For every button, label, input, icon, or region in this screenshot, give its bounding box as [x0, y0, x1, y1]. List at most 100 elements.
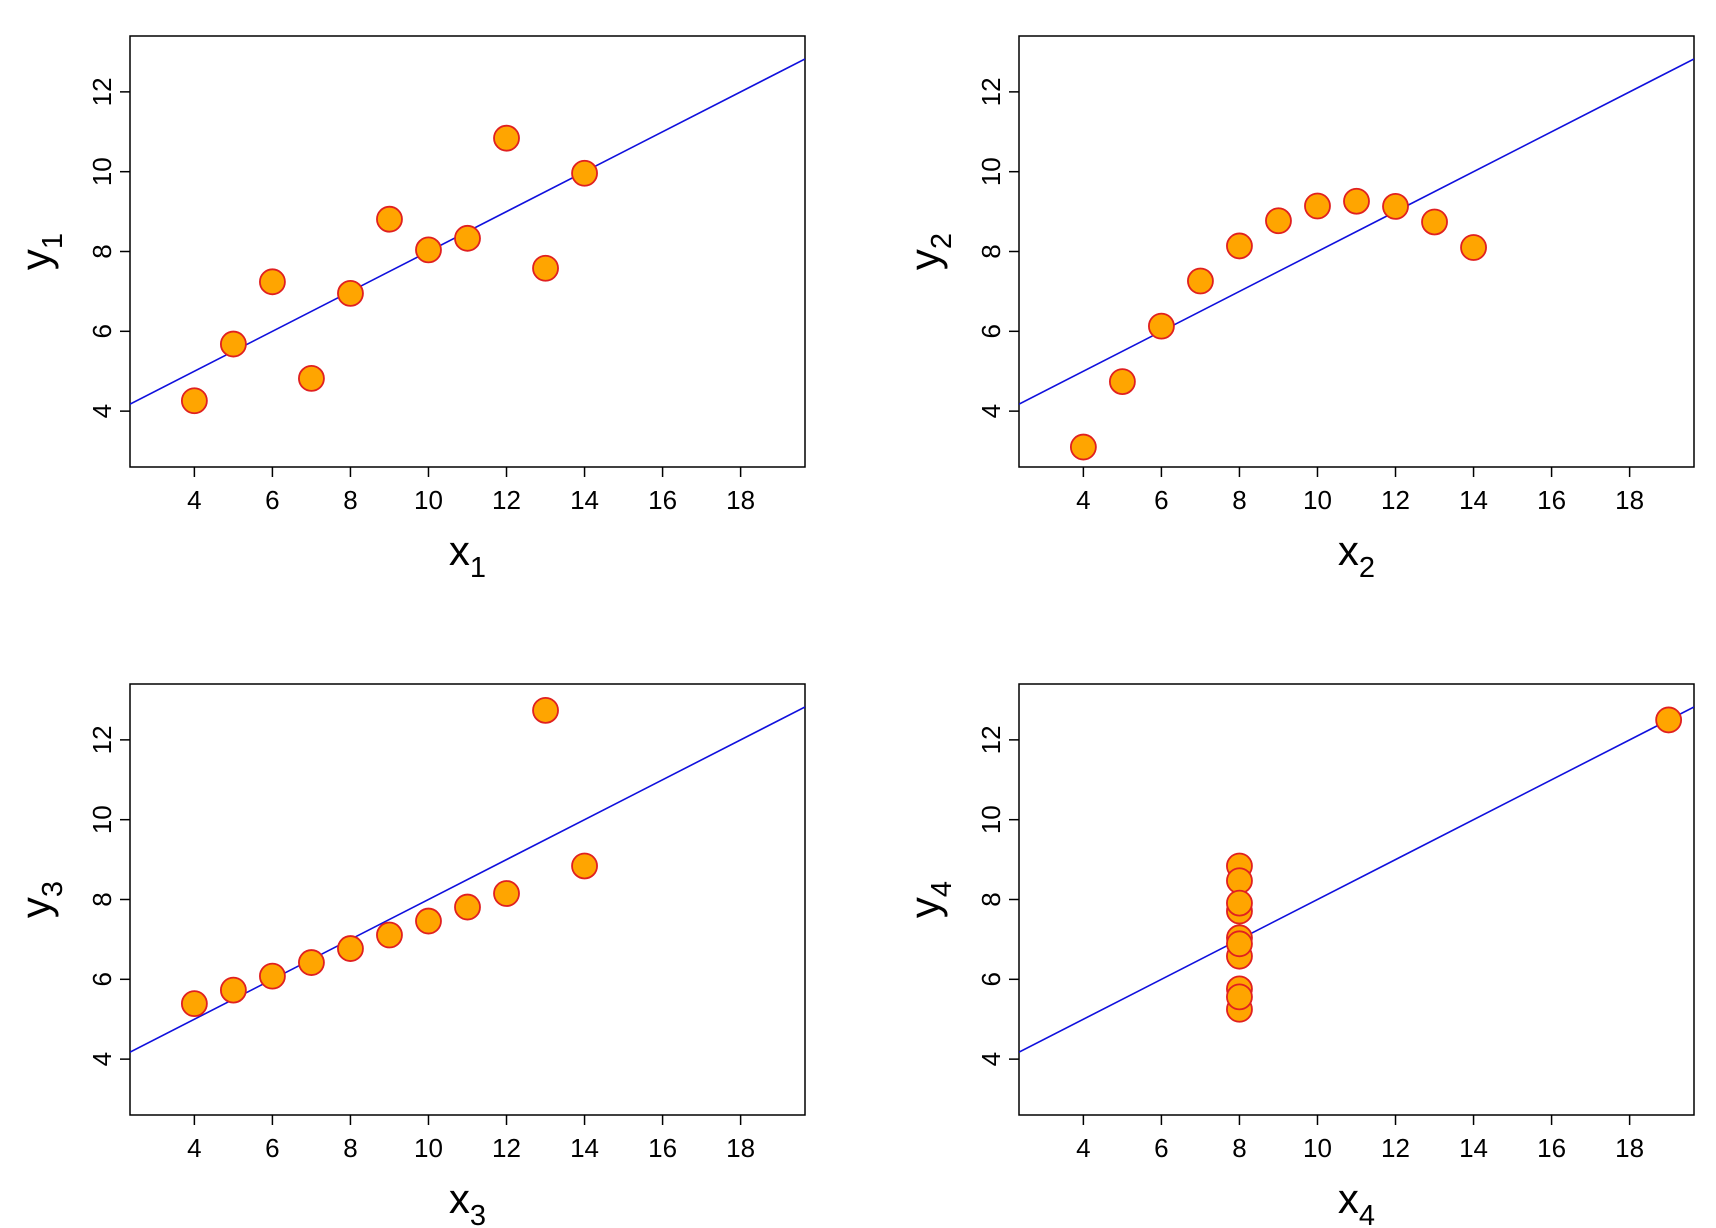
x-axis-symbol: x: [1338, 527, 1359, 574]
data-point: [180, 387, 208, 415]
y-tick-label: 12: [87, 725, 117, 754]
y-axis-title: y4: [901, 881, 958, 918]
y-axis-subscript: 4: [926, 881, 958, 897]
data-point: [1655, 706, 1683, 734]
y-tick-label: 12: [976, 77, 1006, 106]
x-tick-label: 18: [1615, 1133, 1644, 1163]
x-tick-label: 16: [1537, 1133, 1566, 1163]
data-point: [1265, 207, 1292, 235]
data-point: [532, 254, 559, 282]
y-axis-subscript: 3: [37, 881, 69, 897]
data-point: [1343, 187, 1370, 215]
y-axis-symbol: y: [901, 897, 948, 918]
data-point: [298, 949, 325, 976]
y-tick-label: 4: [976, 1052, 1006, 1066]
data-point: [1226, 867, 1253, 895]
x-tick-label: 16: [1537, 485, 1566, 515]
x-axis-title: x3: [449, 1175, 486, 1228]
y-axis-subscript: 1: [37, 233, 69, 249]
x-tick-label: 6: [265, 1133, 279, 1163]
data-point: [376, 921, 403, 949]
data-point: [1187, 267, 1214, 295]
data-point: [337, 280, 364, 307]
x-tick-label: 8: [1232, 485, 1246, 515]
y-axis-title: y1: [12, 233, 69, 270]
x-tick-label: 18: [726, 1133, 755, 1163]
x-tick-label: 8: [343, 1133, 357, 1163]
x-tick-label: 12: [492, 1133, 521, 1163]
x-tick-label: 6: [1154, 485, 1168, 515]
data-point: [1304, 192, 1331, 220]
regression-line: [1019, 706, 1694, 1053]
x-axis-subscript: 4: [1359, 1200, 1375, 1228]
x-tick-label: 6: [265, 485, 279, 515]
y-axis-symbol: y: [901, 249, 948, 270]
x-tick-label: 16: [648, 1133, 677, 1163]
data-point: [415, 907, 442, 935]
y-axis-title: y2: [901, 233, 958, 270]
regression-line: [1019, 58, 1694, 405]
y-tick-label: 12: [87, 77, 117, 106]
data-point: [1226, 983, 1253, 1011]
y-axis-symbol: y: [12, 249, 59, 270]
x-axis-symbol: x: [449, 527, 470, 574]
data-point: [1226, 232, 1253, 260]
x-tick-label: 18: [1615, 485, 1644, 515]
y-tick-label: 10: [976, 805, 1006, 834]
x-axis-title: x2: [1338, 527, 1375, 584]
data-point: [219, 330, 247, 358]
data-point: [532, 696, 559, 724]
data-point: [415, 236, 442, 264]
x-tick-label: 4: [187, 485, 201, 515]
plot-frame: [1018, 35, 1695, 468]
data-point: [493, 124, 520, 152]
data-point: [1460, 234, 1487, 261]
data-point: [454, 893, 481, 921]
data-point: [298, 365, 325, 392]
x-tick-label: 12: [1381, 1133, 1410, 1163]
y-tick-label: 8: [87, 244, 117, 258]
x-axis-subscript: 3: [470, 1200, 486, 1228]
y-axis-title: y3: [12, 881, 69, 918]
y-tick-label: 6: [87, 972, 117, 986]
x-axis-symbol: x: [449, 1175, 470, 1222]
y-tick-label: 6: [976, 972, 1006, 986]
y-tick-label: 4: [87, 1052, 117, 1066]
y-axis-symbol: y: [12, 897, 59, 918]
y-tick-label: 8: [87, 892, 117, 906]
y-tick-label: 8: [976, 892, 1006, 906]
data-point: [1069, 433, 1097, 461]
x-tick-label: 16: [648, 485, 677, 515]
y-axis-subscript: 2: [926, 233, 958, 249]
data-point: [219, 976, 247, 1004]
x-tick-label: 10: [414, 485, 443, 515]
x-tick-label: 10: [1303, 485, 1332, 515]
data-point: [1226, 889, 1253, 917]
y-tick-label: 6: [87, 324, 117, 338]
x-tick-label: 14: [1459, 1133, 1488, 1163]
data-point: [376, 205, 403, 233]
data-point: [454, 224, 481, 252]
x-tick-label: 8: [343, 485, 357, 515]
y-tick-label: 10: [87, 157, 117, 186]
x-tick-label: 12: [1381, 485, 1410, 515]
x-axis-title: x4: [1338, 1175, 1375, 1228]
data-point: [180, 990, 208, 1018]
x-axis-title: x1: [449, 527, 486, 584]
x-tick-label: 8: [1232, 1133, 1246, 1163]
x-tick-label: 4: [187, 1133, 201, 1163]
data-point: [1382, 193, 1409, 220]
data-point: [1148, 312, 1175, 340]
x-axis-subscript: 2: [1359, 552, 1375, 584]
x-tick-label: 12: [492, 485, 521, 515]
plot-frame: [1018, 683, 1695, 1116]
x-tick-label: 10: [414, 1133, 443, 1163]
x-tick-label: 14: [570, 1133, 599, 1163]
data-point: [571, 159, 598, 187]
x-tick-label: 6: [1154, 1133, 1168, 1163]
